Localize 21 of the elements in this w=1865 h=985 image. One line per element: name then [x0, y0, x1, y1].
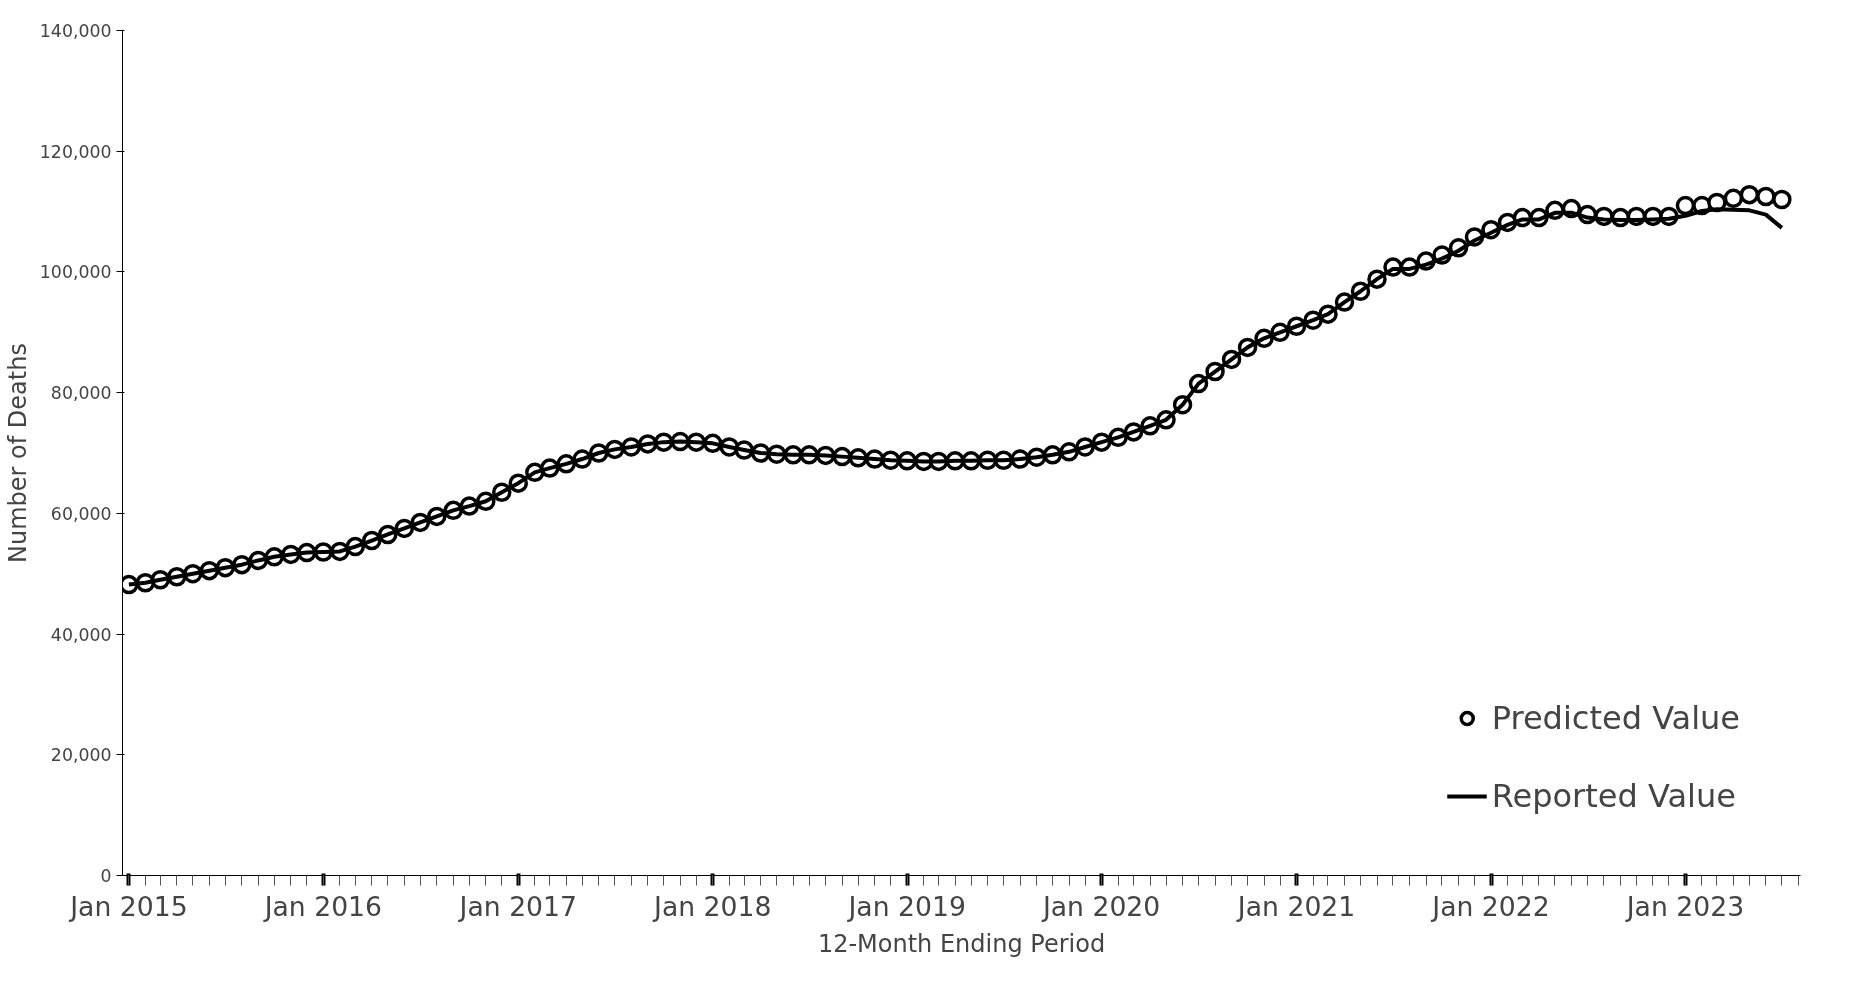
y-tick-label: 100,000	[39, 262, 112, 283]
y-tick-label: 0	[100, 866, 112, 886]
x-tick-label: Jan 2016	[262, 890, 383, 922]
x-tick-label: Jan 2015	[68, 890, 188, 922]
x-tick-label: Jan 2023	[1624, 890, 1745, 922]
y-tick-label: 40,000	[50, 624, 112, 645]
y-tick-label: 60,000	[50, 503, 112, 524]
y-tick-label: 120,000	[39, 141, 112, 162]
x-tick-label: Jan 2021	[1235, 890, 1356, 922]
y-tick-label: 20,000	[50, 745, 112, 766]
x-tick-label: Jan 2019	[846, 890, 966, 922]
legend-label: Predicted Value	[1491, 699, 1740, 737]
x-tick-label: Jan 2022	[1430, 890, 1550, 922]
legend-label: Reported Value	[1491, 777, 1736, 815]
x-tick-label: Jan 2020	[1040, 890, 1161, 922]
x-tick-label: Jan 2018	[652, 890, 772, 922]
y-tick-label: 140,000	[39, 21, 112, 41]
x-axis-title: 12-Month Ending Period	[817, 929, 1106, 958]
y-tick-label: 80,000	[50, 383, 112, 404]
y-axis-title: Number of Deaths	[3, 343, 32, 563]
x-tick-label: Jan 2017	[457, 890, 577, 922]
